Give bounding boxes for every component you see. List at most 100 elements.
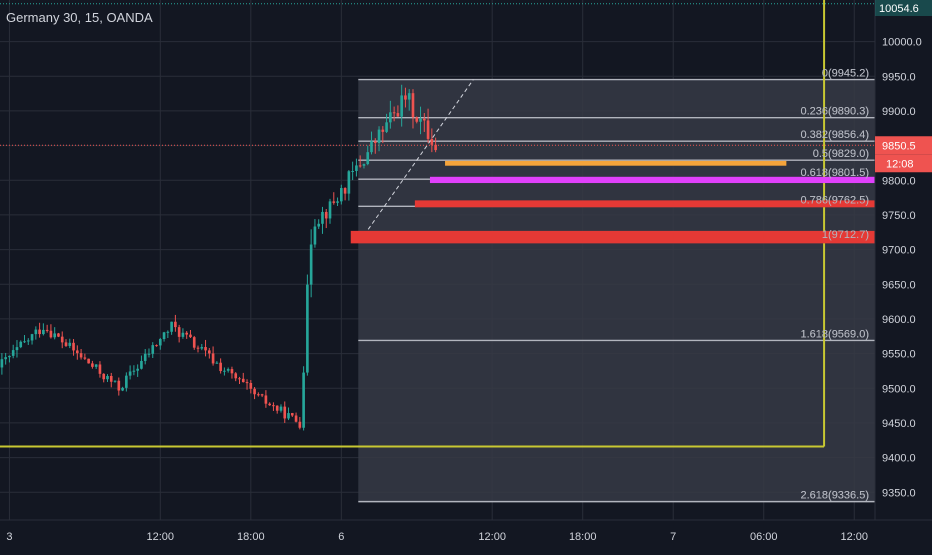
candle-down[interactable]	[238, 378, 241, 380]
candle-down[interactable]	[72, 342, 75, 351]
red-zone-lower[interactable]	[350, 230, 876, 244]
candle-up[interactable]	[385, 122, 388, 132]
candle-down[interactable]	[260, 394, 264, 396]
candle-down[interactable]	[196, 347, 200, 349]
candle-up[interactable]	[125, 375, 128, 388]
candle-down[interactable]	[434, 144, 437, 151]
candle-down[interactable]	[38, 329, 41, 335]
candle-down[interactable]	[324, 211, 328, 219]
candle-down[interactable]	[257, 394, 260, 396]
candle-down[interactable]	[298, 421, 302, 428]
candle-down[interactable]	[117, 380, 121, 391]
candle-up[interactable]	[370, 141, 373, 153]
candle-up[interactable]	[8, 355, 11, 358]
red-zone-upper[interactable]	[414, 200, 875, 208]
candle-up[interactable]	[143, 353, 147, 361]
candle-up[interactable]	[306, 284, 309, 373]
candle-up[interactable]	[106, 376, 109, 380]
candle-up[interactable]	[181, 332, 185, 337]
candle-down[interactable]	[343, 188, 347, 194]
candle-up[interactable]	[140, 360, 143, 369]
candle-up[interactable]	[336, 201, 339, 203]
candle-down[interactable]	[234, 373, 238, 379]
candle-up[interactable]	[366, 152, 370, 165]
candle-down[interactable]	[253, 388, 256, 395]
candle-down[interactable]	[241, 378, 245, 383]
candle-down[interactable]	[45, 329, 49, 331]
candle-down[interactable]	[189, 334, 192, 338]
candle-down[interactable]	[411, 93, 415, 118]
candle-up[interactable]	[309, 244, 313, 285]
candle-up[interactable]	[158, 339, 162, 346]
candle-down[interactable]	[102, 373, 106, 380]
candle-up[interactable]	[226, 369, 230, 371]
candle-up[interactable]	[34, 329, 38, 335]
candle-down[interactable]	[109, 376, 113, 382]
candle-down[interactable]	[358, 165, 362, 167]
candle-down[interactable]	[294, 415, 298, 422]
candle-up[interactable]	[400, 95, 403, 117]
candle-down[interactable]	[57, 333, 60, 337]
candle-up[interactable]	[328, 201, 332, 219]
candle-up[interactable]	[419, 118, 422, 122]
candle-up[interactable]	[317, 223, 321, 227]
candle-down[interactable]	[373, 141, 377, 144]
candle-down[interactable]	[208, 350, 211, 354]
candle-up[interactable]	[377, 129, 381, 144]
candle-up[interactable]	[147, 353, 151, 355]
candle-up[interactable]	[166, 331, 170, 333]
candle-down[interactable]	[192, 337, 196, 348]
candle-down[interactable]	[426, 120, 430, 139]
candle-down[interactable]	[396, 113, 400, 117]
candle-down[interactable]	[381, 129, 385, 132]
candle-up[interactable]	[136, 368, 139, 371]
candle-up[interactable]	[389, 112, 392, 123]
candle-down[interactable]	[185, 332, 189, 335]
candle-down[interactable]	[83, 357, 87, 359]
candle-up[interactable]	[279, 406, 283, 411]
candle-up[interactable]	[351, 170, 354, 172]
candle-up[interactable]	[223, 370, 226, 372]
candle-down[interactable]	[211, 353, 215, 364]
candle-up[interactable]	[215, 362, 219, 364]
candle-down[interactable]	[91, 363, 94, 367]
candle-up[interactable]	[340, 188, 343, 202]
candle-up[interactable]	[407, 93, 411, 100]
candle-up[interactable]	[128, 371, 132, 376]
candle-down[interactable]	[245, 382, 249, 384]
candle-down[interactable]	[230, 369, 234, 374]
candle-down[interactable]	[64, 342, 68, 346]
magenta-zone[interactable]	[429, 176, 875, 184]
candle-down[interactable]	[87, 358, 90, 364]
candle-up[interactable]	[42, 329, 45, 335]
candle-up[interactable]	[355, 165, 358, 171]
candle-down[interactable]	[155, 345, 158, 347]
candle-down[interactable]	[275, 405, 279, 411]
candle-up[interactable]	[151, 345, 155, 354]
candle-down[interactable]	[49, 330, 53, 338]
candle-down[interactable]	[204, 347, 207, 351]
candle-up[interactable]	[347, 171, 351, 194]
candle-down[interactable]	[79, 353, 83, 358]
candle-down[interactable]	[268, 403, 271, 406]
candle-down[interactable]	[174, 321, 177, 328]
candle-down[interactable]	[264, 395, 268, 404]
candle-down[interactable]	[430, 138, 434, 145]
candle-up[interactable]	[287, 413, 290, 419]
candle-down[interactable]	[249, 382, 253, 389]
candle-down[interactable]	[332, 201, 336, 203]
candle-up[interactable]	[94, 364, 98, 367]
candle-up[interactable]	[362, 164, 366, 166]
candle-down[interactable]	[283, 406, 287, 419]
candle-down[interactable]	[415, 117, 419, 122]
candle-up[interactable]	[313, 226, 317, 245]
candle-up[interactable]	[121, 387, 124, 391]
candle-up[interactable]	[11, 350, 15, 356]
candle-up[interactable]	[23, 341, 26, 343]
candle-up[interactable]	[53, 333, 57, 338]
candle-up[interactable]	[68, 342, 72, 346]
candle-up[interactable]	[170, 321, 173, 332]
candle-up[interactable]	[0, 359, 4, 368]
